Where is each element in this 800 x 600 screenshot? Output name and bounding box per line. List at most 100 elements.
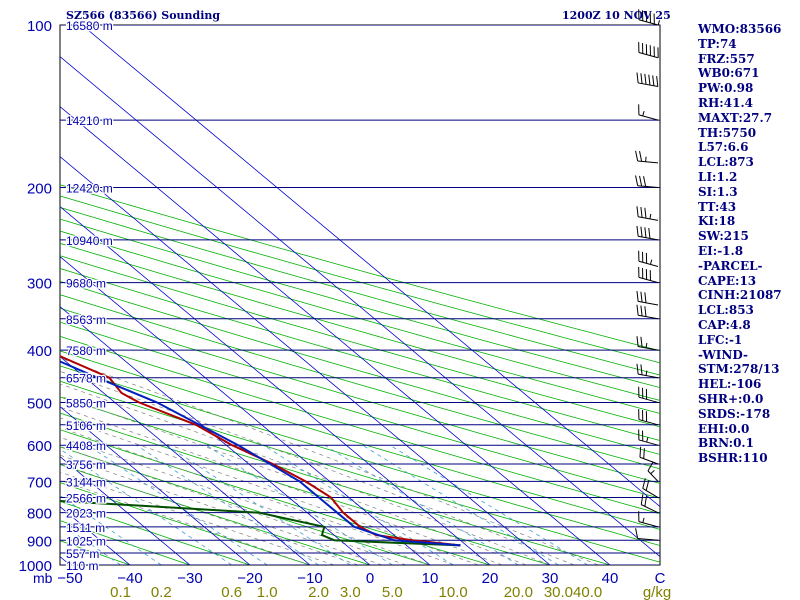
wind-barb-flag bbox=[648, 74, 651, 86]
mixing-ratio-label: 10.0 bbox=[439, 584, 468, 600]
indices-panel: WMO:83566 TP:74 FRZ:557 WB0:671 PW:0.98 RH:41… bbox=[698, 22, 798, 482]
height-label: 14210 m bbox=[66, 114, 113, 128]
wind-barb-staff bbox=[638, 346, 659, 351]
x-axis-unit: C bbox=[655, 570, 666, 587]
height-label: 2023 m bbox=[66, 507, 106, 521]
temperature-line bbox=[60, 355, 461, 547]
wind-barb-staff bbox=[637, 160, 659, 164]
wind-barb bbox=[636, 336, 659, 351]
wind-barb-half-flag bbox=[642, 110, 645, 117]
wind-barb-flag bbox=[635, 528, 639, 539]
index-value: -PARCEL- bbox=[698, 258, 763, 273]
moist-adiabat bbox=[60, 463, 359, 565]
wind-barb-flag bbox=[648, 228, 651, 239]
wind-barb-flag bbox=[652, 75, 655, 86]
wind-barb-flag bbox=[640, 291, 643, 303]
pressure-label: 700 bbox=[27, 474, 52, 491]
wind-barb bbox=[636, 363, 659, 379]
wind-barb bbox=[638, 386, 659, 403]
wind-barb-flag bbox=[635, 150, 639, 162]
pressure-label: 400 bbox=[27, 343, 52, 360]
height-label: 557 m bbox=[66, 547, 99, 561]
wind-barb-half-flag bbox=[649, 213, 652, 219]
index-value: SRDS:-178 bbox=[698, 406, 771, 421]
wind-barb-flag bbox=[640, 364, 643, 375]
isotherm bbox=[60, 356, 311, 565]
wind-barb-staff bbox=[638, 260, 659, 267]
profile-lines bbox=[60, 355, 461, 547]
wind-barb-staff bbox=[637, 537, 659, 541]
wind-barb-flag bbox=[644, 73, 647, 85]
index-value: EI:-1.8 bbox=[698, 244, 744, 258]
pressure-label: 800 bbox=[27, 506, 52, 523]
wind-barb-half-flag bbox=[645, 342, 648, 349]
isotherm bbox=[60, 56, 660, 558]
wind-barb-flag bbox=[647, 461, 654, 472]
wind-barb-flag bbox=[644, 292, 647, 303]
wind-barb-flag bbox=[643, 176, 647, 187]
height-label: 10940 m bbox=[66, 234, 113, 248]
index-value: BRN:0.1 bbox=[698, 436, 754, 451]
wind-barb-flag bbox=[636, 363, 639, 375]
sounding-time: 1200Z 10 NOV 25 bbox=[562, 9, 671, 22]
height-label: 1025 m bbox=[66, 534, 106, 548]
temperature-tick-label: 20 bbox=[482, 570, 499, 587]
wind-barb bbox=[638, 42, 659, 59]
wind-barb-flag bbox=[636, 304, 639, 316]
wind-barb-flag bbox=[640, 494, 644, 505]
wind-barb-flag bbox=[640, 73, 643, 84]
moist-adiabat bbox=[60, 479, 311, 565]
wind-barb-flag bbox=[639, 175, 643, 187]
index-value: LI:1.2 bbox=[698, 170, 738, 184]
index-value: WMO:83566 bbox=[698, 22, 782, 36]
mixing-ratio-label: 1.0 bbox=[257, 584, 278, 600]
wind-barb-staff bbox=[638, 314, 659, 320]
wind-barb-staff bbox=[642, 488, 659, 498]
pressure-label: 200 bbox=[27, 181, 52, 198]
wind-barb-flag bbox=[636, 72, 639, 83]
pressure-label: 900 bbox=[27, 533, 52, 550]
wind-barb-staff bbox=[647, 470, 659, 482]
height-label: 7580 m bbox=[66, 344, 106, 358]
index-value: HEL:-106 bbox=[698, 377, 762, 392]
index-value: TP:74 bbox=[698, 36, 737, 51]
pressure-label: 100 bbox=[27, 18, 52, 35]
mixing-ratio-label: 3.0 bbox=[340, 584, 361, 600]
wind-barb bbox=[635, 175, 659, 189]
wind-barb bbox=[640, 494, 659, 514]
wind-barb-flag bbox=[639, 446, 642, 458]
wind-barb bbox=[638, 266, 659, 284]
wind-barb-staff bbox=[638, 235, 659, 241]
mixing-ratio-label: 0.1 bbox=[110, 584, 131, 600]
wind-barb-flag bbox=[639, 151, 643, 162]
wind-barb-staff bbox=[638, 373, 659, 379]
wind-barb-staff bbox=[639, 456, 659, 465]
pressure-label: 500 bbox=[27, 395, 52, 412]
wind-barb-staff bbox=[638, 300, 659, 306]
wind-barb bbox=[638, 409, 659, 426]
wind-barb bbox=[635, 528, 659, 541]
wind-barb-flag bbox=[636, 206, 639, 217]
isotherm bbox=[60, 406, 251, 565]
isotherm bbox=[81, 25, 660, 508]
pressure-label: 300 bbox=[27, 276, 52, 293]
mixing-ratio-label: 5.0 bbox=[382, 584, 403, 600]
wind-barb-staff bbox=[638, 52, 659, 59]
wind-barb-flag bbox=[644, 306, 647, 317]
height-label: 9680 m bbox=[66, 277, 106, 291]
temperature-tick-label: −30 bbox=[177, 570, 202, 587]
temperature-tick-label: −20 bbox=[237, 570, 262, 587]
mixing-ratio-label: 30.0 bbox=[544, 584, 573, 600]
pressure-label: 1000 bbox=[19, 558, 52, 575]
index-value: EHI:0.0 bbox=[698, 421, 750, 436]
wind-barb-half-flag bbox=[649, 259, 653, 265]
height-label: 16580 m bbox=[66, 19, 113, 33]
index-value: RH:41.4 bbox=[698, 96, 753, 110]
wind-barb-half-flag bbox=[645, 370, 648, 376]
wind-barb-flag bbox=[645, 480, 650, 491]
wind-barb bbox=[638, 429, 659, 446]
isotherm bbox=[60, 206, 491, 565]
index-value: CAPE:13 bbox=[698, 273, 757, 288]
wind-barb bbox=[636, 206, 659, 221]
wind-barbs bbox=[635, 9, 660, 541]
